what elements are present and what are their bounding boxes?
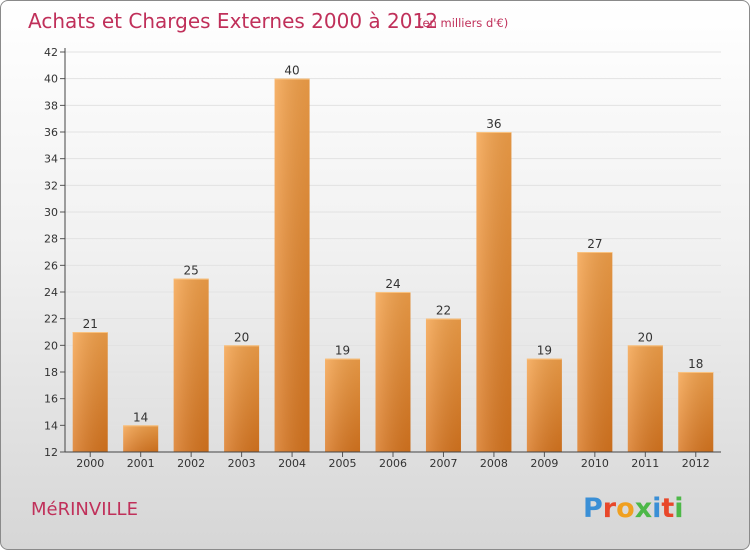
- x-tick-label: 2010: [581, 457, 609, 470]
- x-tick-label: 2012: [682, 457, 710, 470]
- y-tick-label: 20: [44, 339, 58, 352]
- y-axis: 12 14 16 18 20 22 24 26 28 30 32 34 36 38 40 42: [44, 46, 66, 459]
- x-tick-label: 2002: [177, 457, 205, 470]
- data-label-2002: 25: [184, 264, 199, 278]
- bar-shade-2012: [678, 372, 714, 452]
- brand-letter: o: [616, 493, 635, 524]
- x-tick-label: 2011: [631, 457, 659, 470]
- brand-letter: P: [583, 493, 603, 524]
- y-tick-label: 22: [44, 313, 58, 326]
- x-tick-label: 2008: [480, 457, 508, 470]
- data-label-2008: 36: [486, 117, 501, 131]
- data-label-2003: 20: [234, 330, 249, 344]
- bar-shade-2007: [425, 318, 461, 452]
- y-tick-label: 36: [44, 126, 58, 139]
- y-tick-label: 24: [44, 286, 58, 299]
- y-tick-label: 42: [44, 46, 58, 59]
- bar-shade-2006: [375, 292, 411, 452]
- bar-shade-2001: [123, 425, 159, 452]
- data-label-2004: 40: [284, 64, 299, 78]
- brand-letter: r: [603, 493, 617, 524]
- bar-shade-2003: [224, 345, 260, 452]
- bars: [72, 78, 714, 453]
- x-tick-label: 2007: [429, 457, 457, 470]
- bar-shade-2002: [173, 278, 209, 452]
- y-tick-label: 26: [44, 259, 58, 272]
- x-tick-label: 2005: [329, 457, 357, 470]
- x-tick-label: 2000: [76, 457, 104, 470]
- data-label-2009: 19: [537, 344, 552, 358]
- data-label-2012: 18: [688, 357, 703, 371]
- y-tick-label: 40: [44, 73, 58, 86]
- bar-shade-2005: [325, 358, 361, 452]
- bar-shade-2010: [577, 252, 613, 452]
- chart-title: Achats et Charges Externes 2000 à 2012: [28, 9, 438, 33]
- brand-letter: i: [674, 493, 683, 524]
- brand-letter: t: [661, 493, 674, 524]
- x-axis: 2000 2001 2002 2003 2004 2005 2006 2007 2008 2009…: [65, 451, 721, 470]
- y-tick-label: 32: [44, 179, 58, 192]
- brand-letter: x: [635, 493, 652, 524]
- commune-name: MéRINVILLE: [31, 499, 138, 520]
- x-tick-label: 2006: [379, 457, 407, 470]
- y-tick-label: 30: [44, 206, 58, 219]
- x-tick-label: 2009: [530, 457, 558, 470]
- y-tick-label: 34: [44, 153, 58, 166]
- bar-shade-2004: [274, 78, 310, 453]
- proxiti-logo: Proxiti: [583, 493, 684, 524]
- y-tick-label: 28: [44, 233, 58, 246]
- data-label-2007: 22: [436, 304, 451, 318]
- data-labels: 21 14 25 20 40 19 24 22 36 19 27 20 18: [83, 64, 704, 425]
- x-tick-label: 2004: [278, 457, 306, 470]
- data-label-2011: 20: [638, 330, 653, 344]
- data-label-2010: 27: [587, 237, 602, 251]
- bar-shade-2009: [526, 358, 562, 452]
- bar-shade-2011: [627, 345, 663, 452]
- y-tick-label: 12: [44, 446, 58, 459]
- y-tick-label: 14: [44, 419, 58, 432]
- brand-letter: i: [652, 493, 661, 524]
- data-label-2001: 14: [133, 410, 148, 424]
- data-label-2006: 24: [385, 277, 400, 291]
- y-tick-label: 16: [44, 393, 58, 406]
- data-label-2005: 19: [335, 344, 350, 358]
- x-tick-label: 2001: [127, 457, 155, 470]
- chart-subtitle: (en milliers d'€): [418, 16, 508, 30]
- y-tick-label: 18: [44, 366, 58, 379]
- x-tick-label: 2003: [228, 457, 256, 470]
- bar-shade-2000: [72, 332, 108, 452]
- data-label-2000: 21: [83, 317, 98, 331]
- y-tick-label: 38: [44, 99, 58, 112]
- bar-shade-2008: [476, 132, 512, 452]
